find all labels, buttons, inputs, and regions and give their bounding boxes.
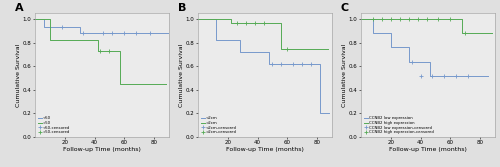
Y-axis label: Cumulative Survival: Cumulative Survival (16, 43, 21, 107)
Legend: <50, >50, <50-censored, >50-censored: <50, >50, <50-censored, >50-censored (37, 116, 71, 135)
Text: B: B (178, 4, 186, 14)
X-axis label: Follow-up Time (months): Follow-up Time (months) (389, 147, 467, 152)
X-axis label: Follow-up Time (months): Follow-up Time (months) (63, 147, 141, 152)
Y-axis label: Cumulative Survival: Cumulative Survival (180, 43, 184, 107)
Text: C: C (341, 4, 349, 14)
Text: A: A (15, 4, 24, 14)
X-axis label: Follow-up Time (months): Follow-up Time (months) (226, 147, 304, 152)
Legend: <2cm, >2cm, <2cm-censored, >2cm-censored: <2cm, >2cm, <2cm-censored, >2cm-censored (200, 116, 237, 135)
Legend: CCNB2 low expression, CCNB2 high expression, CCNB2 low expression-censored, CCNB: CCNB2 low expression, CCNB2 high express… (363, 116, 434, 135)
Y-axis label: Cumulative Survival: Cumulative Survival (342, 43, 347, 107)
